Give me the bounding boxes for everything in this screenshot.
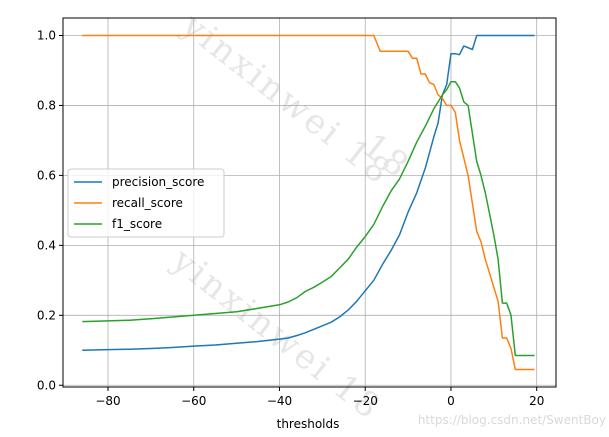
plot-lines — [82, 34, 535, 371]
y-axis-ticks: 0.0 0.2 0.4 0.6 0.8 1.0 — [37, 28, 63, 392]
x-tick-label: −80 — [95, 394, 120, 408]
y-tick-label: 0.8 — [37, 98, 56, 112]
y-tick-label: 1.0 — [37, 28, 56, 42]
x-tick-label: 20 — [529, 394, 544, 408]
x-tick-label: 0 — [447, 394, 455, 408]
x-tick-label: −40 — [267, 394, 292, 408]
series-line-f1-score — [82, 80, 535, 357]
x-axis-ticks: −80 −60 −40 −20 0 20 — [95, 387, 544, 408]
y-tick-label: 0.0 — [37, 378, 56, 392]
series-line-precision-score — [82, 34, 535, 352]
y-tick-label: 0.4 — [37, 238, 56, 252]
x-axis-label: thresholds — [277, 417, 340, 431]
x-tick-label: −20 — [353, 394, 378, 408]
legend-box — [67, 168, 225, 238]
axes-frame — [62, 17, 557, 388]
watermark-url-text: https://blog.csdn.net/SwentBoy — [418, 413, 606, 427]
y-tick-label: 0.2 — [37, 308, 56, 322]
legend-label-recall-score: recall_score — [112, 196, 183, 210]
legend-label-f1-score: f1_score — [112, 217, 162, 231]
series-line-recall-score — [82, 34, 535, 371]
x-tick-label: −60 — [181, 394, 206, 408]
legend-label-precision-score: precision_score — [112, 175, 204, 189]
legend: precision_score recall_score f1_score — [67, 168, 225, 238]
y-tick-label: 0.6 — [37, 168, 56, 182]
